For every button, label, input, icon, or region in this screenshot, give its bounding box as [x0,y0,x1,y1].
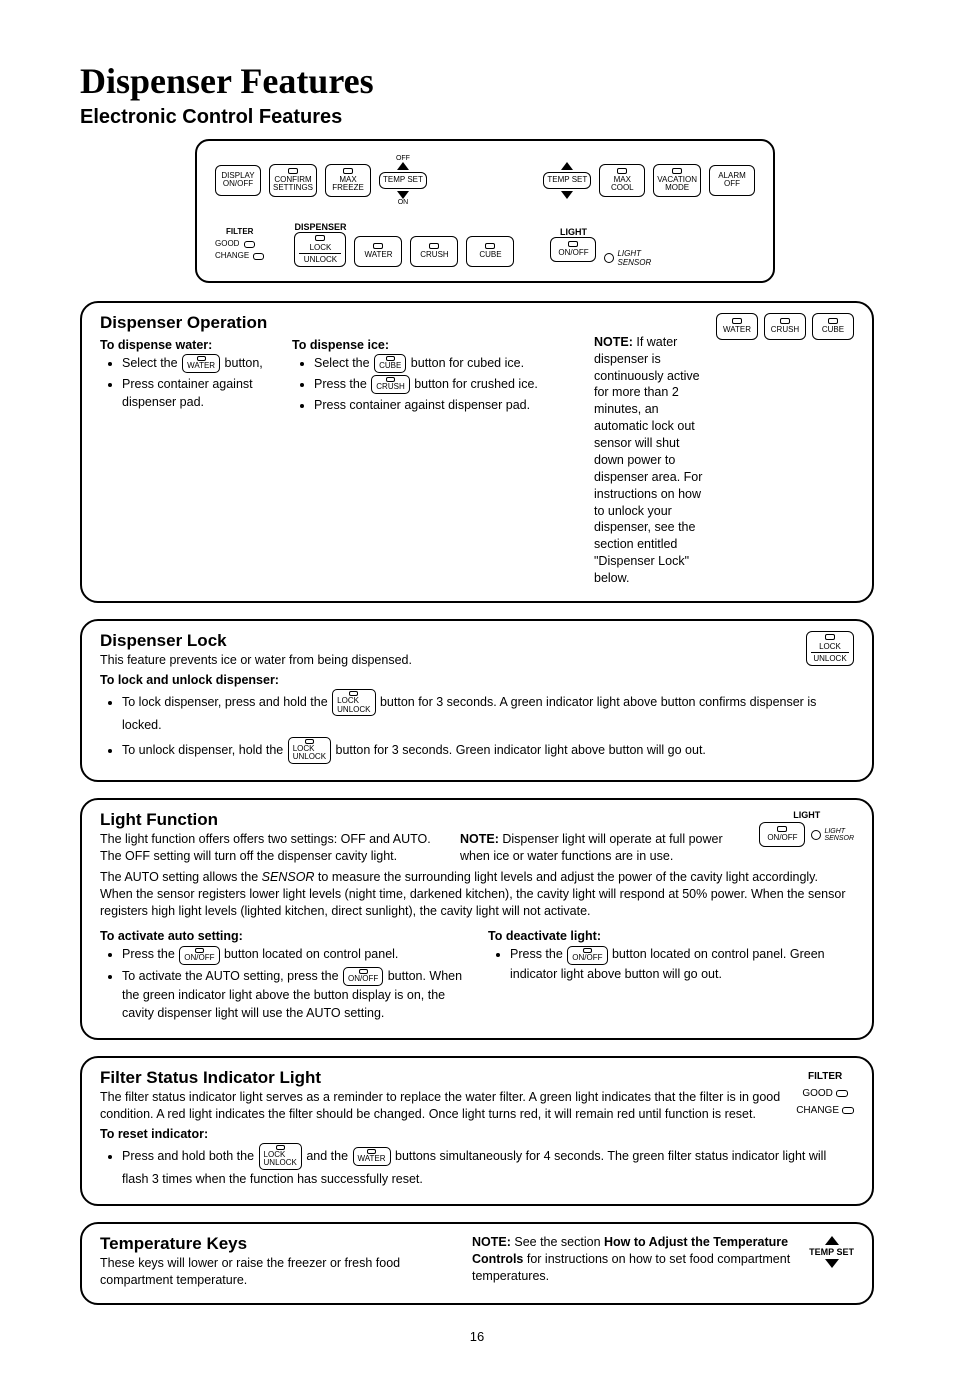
light-sensor-icon: LIGHT SENSOR [811,828,854,842]
deactivate-subhead: To deactivate light: [488,929,854,943]
crush-button: CRUSH [410,236,458,267]
light-onoff-button: ON/OFF [550,237,596,262]
max-cool-button: MAX COOL [599,164,645,198]
ice-subhead: To dispense ice: [292,338,572,352]
temperature-keys-section: TEMP SET Temperature Keys These keys wil… [80,1222,874,1305]
section-title: Dispenser Lock [100,631,854,651]
vacation-mode-button: VACATION MODE [653,164,701,198]
filter-indicator: FILTER GOOD CHANGE [215,226,264,262]
lock-subhead: To lock and unlock dispenser: [100,673,854,687]
ice-step-1: Select the CUBE button for cubed ice. [314,354,572,373]
light-p2: The OFF setting will turn off the dispen… [100,848,440,865]
page-title: Dispenser Features [80,60,874,102]
temp-set-fridge: TEMP SET [543,162,591,199]
section-title: Temperature Keys [100,1234,450,1254]
light-sensor: LIGHT SENSOR [604,249,651,267]
tempkeys-p: These keys will lower or raise the freez… [100,1255,450,1289]
deactivate-step-1: Press the ON/OFF button located on contr… [510,945,854,982]
water-subhead: To dispense water: [100,338,270,352]
lock-unlock-button: LOCKUNLOCK [294,232,346,267]
lock-unlock-icon: LOCKUNLOCK [806,631,854,666]
onoff-icon: ON/OFF [759,822,805,847]
filter-status-section: FILTER GOOD CHANGE Filter Status Indicat… [80,1056,874,1206]
alarm-off-button: ALARM OFF [709,165,755,197]
page-subtitle: Electronic Control Features [80,106,874,129]
lock-step-2: To unlock dispenser, hold the LOCKUNLOCK… [122,737,854,765]
water-step-2: Press container against dispenser pad. [122,375,270,411]
cube-icon: CUBE [812,313,854,340]
control-panel-diagram: DISPLAY ON/OFF CONFIRM SETTINGS MAX FREE… [195,139,775,283]
light-group: LIGHT ON/OFF [550,227,596,262]
light-p3: The AUTO setting allows the SENSOR to me… [100,869,854,920]
dispenser-operation-section: WATER CRUSH CUBE Dispenser Operation To … [80,301,874,603]
ice-step-3: Press container against dispenser pad. [314,396,572,414]
lock-intro: This feature prevents ice or water from … [100,652,854,669]
section-title: Filter Status Indicator Light [100,1068,854,1088]
confirm-settings-button: CONFIRM SETTINGS [269,164,317,198]
ice-step-2: Press the CRUSH button for crushed ice. [314,375,572,394]
reset-subhead: To reset indicator: [100,1127,854,1141]
water-button: WATER [354,236,402,267]
water-icon: WATER [716,313,758,340]
lock-step-1: To lock dispenser, press and hold the LO… [122,689,854,735]
tempset-icon: TEMP SET [809,1234,854,1268]
light-function-section: LIGHT ON/OFF LIGHT SENSOR Light Function… [80,798,874,1040]
section-title: Light Function [100,810,854,830]
dispenser-note: NOTE: If water dispenser is continuously… [594,334,704,587]
temp-set-freezer: OFF TEMP SET ON [379,155,427,206]
light-note: NOTE: Dispenser light will operate at fu… [460,831,750,865]
max-freeze-button: MAX FREEZE [325,164,371,198]
page-number: 16 [80,1329,874,1344]
filter-right-icons: FILTER GOOD CHANGE [796,1068,854,1119]
cube-button: CUBE [466,236,514,267]
filter-p: The filter status indicator light serves… [100,1089,854,1123]
activate-step-2: To activate the AUTO setting, press the … [122,967,466,1022]
reset-step-1: Press and hold both the LOCKUNLOCK and t… [122,1143,854,1189]
tempkeys-note: NOTE: See the section How to Adjust the … [472,1234,797,1289]
crush-icon: CRUSH [764,313,806,340]
water-step-1: Select the WATER button, [122,354,270,373]
activate-step-1: Press the ON/OFF button located on contr… [122,945,466,964]
activate-subhead: To activate auto setting: [100,929,466,943]
dispenser-group: DISPENSER LOCKUNLOCK [294,222,346,267]
light-p1: The light function offers offers two set… [100,831,440,848]
display-onoff-button: DISPLAY ON/OFF [215,165,261,197]
dispenser-lock-section: LOCKUNLOCK Dispenser Lock This feature p… [80,619,874,782]
